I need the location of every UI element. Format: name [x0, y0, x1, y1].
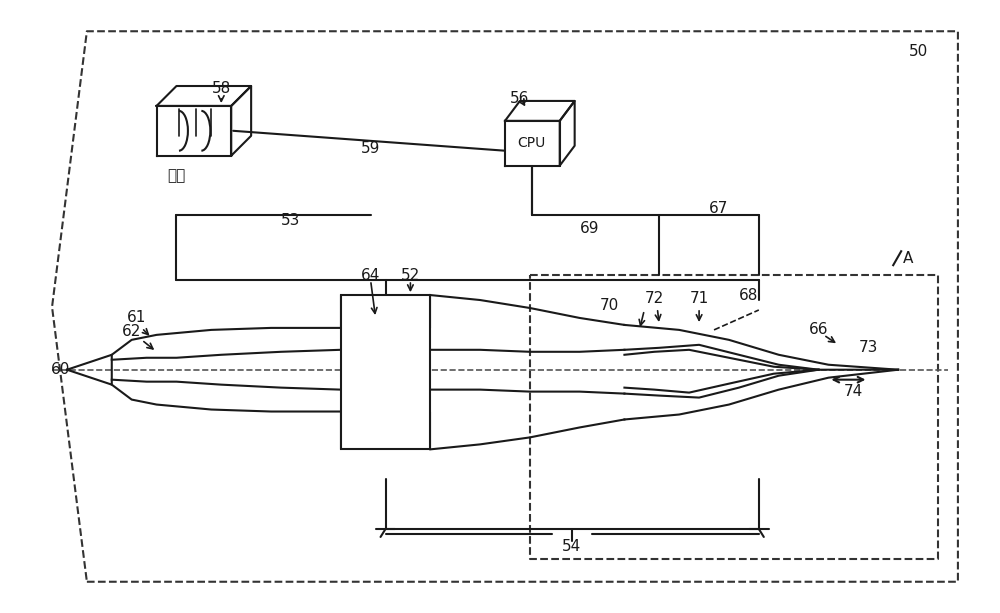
- Text: 50: 50: [908, 44, 928, 59]
- Text: 62: 62: [122, 324, 141, 340]
- Text: 72: 72: [645, 291, 664, 305]
- Text: 69: 69: [580, 221, 599, 236]
- Text: 67: 67: [709, 201, 729, 216]
- Text: CPU: CPU: [518, 135, 546, 150]
- Text: 68: 68: [739, 287, 759, 303]
- Text: 64: 64: [361, 268, 380, 283]
- Text: 71: 71: [689, 291, 709, 305]
- Text: 70: 70: [600, 297, 619, 313]
- Text: 54: 54: [562, 539, 581, 554]
- Text: A: A: [903, 251, 913, 265]
- Text: 73: 73: [859, 340, 878, 356]
- Bar: [341, 295, 430, 449]
- Text: 58: 58: [212, 82, 231, 96]
- Text: 59: 59: [361, 141, 380, 156]
- Text: 61: 61: [127, 310, 146, 326]
- Text: 52: 52: [401, 268, 420, 283]
- Text: 66: 66: [809, 322, 828, 337]
- Text: 74: 74: [844, 384, 863, 399]
- Text: 56: 56: [510, 91, 530, 107]
- Text: 53: 53: [281, 213, 301, 228]
- Text: 60: 60: [51, 362, 70, 377]
- Text: 油门: 油门: [167, 168, 186, 183]
